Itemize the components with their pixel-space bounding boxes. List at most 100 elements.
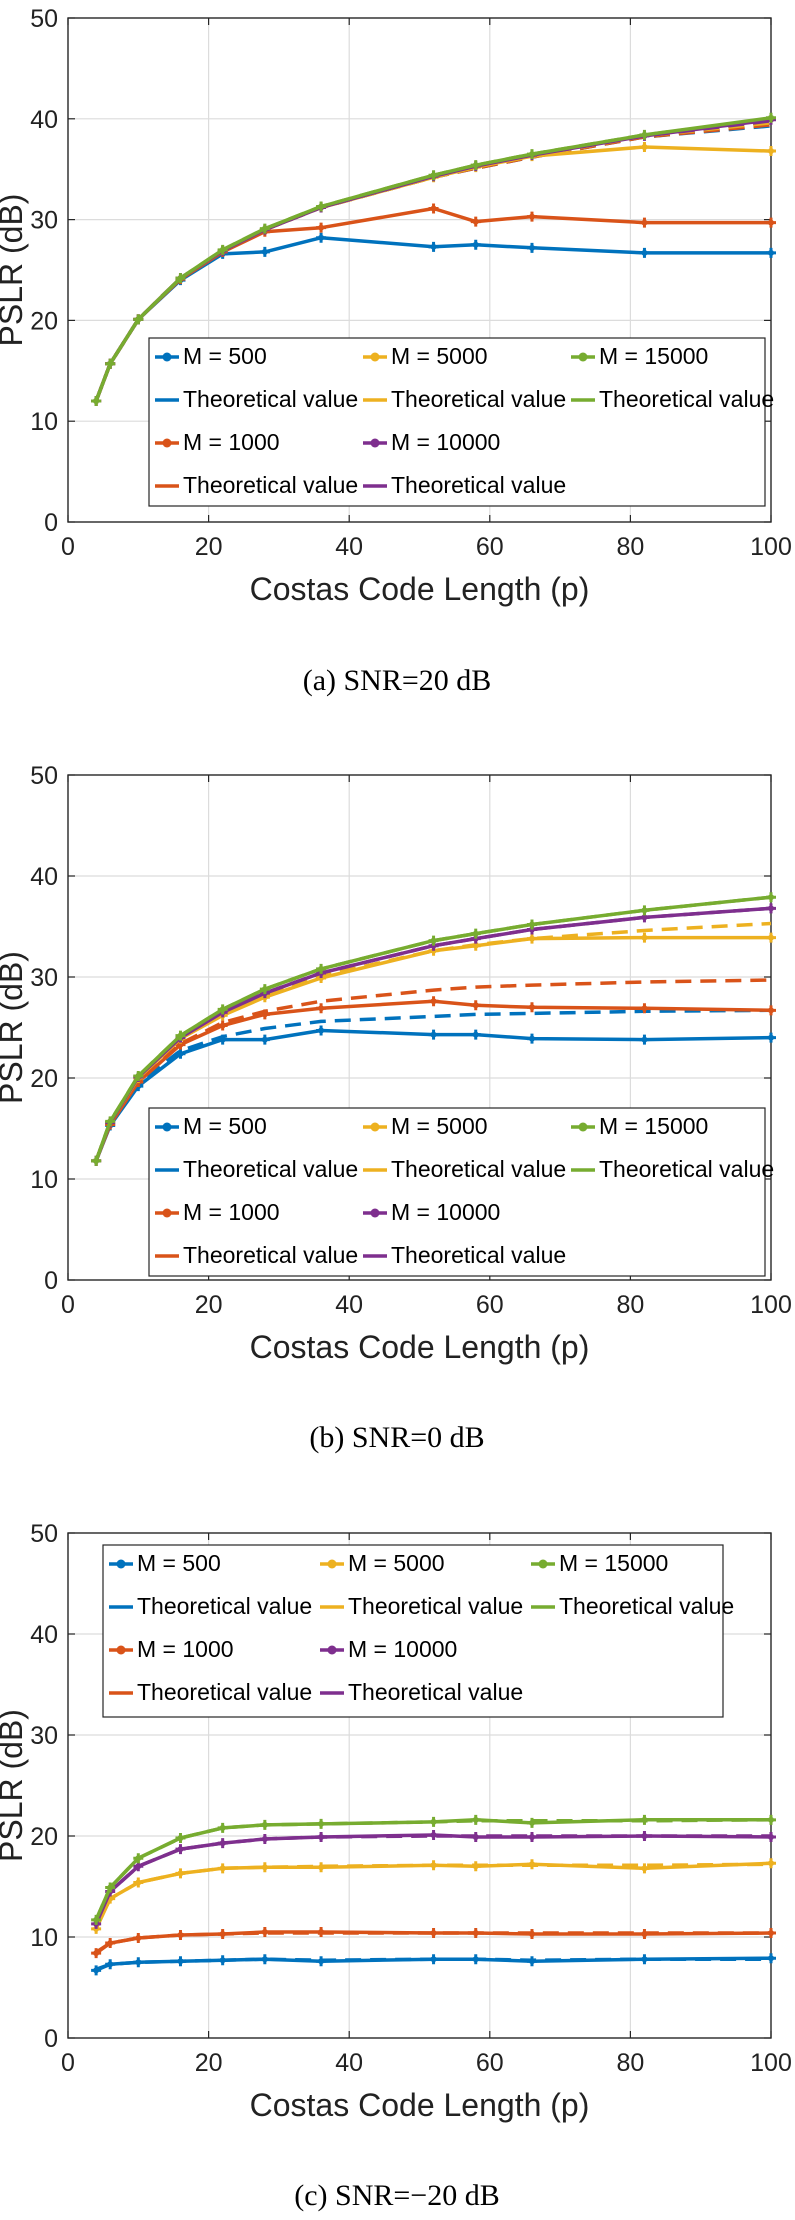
legend-entry-label: Theoretical value — [183, 386, 358, 412]
y-tick-label: 30 — [30, 964, 58, 992]
data-point-dot — [430, 937, 437, 944]
data-point-dot — [528, 1819, 535, 1826]
data-point-dot — [219, 1824, 226, 1831]
data-point-dot — [528, 1035, 535, 1042]
y-tick-label: 20 — [30, 1823, 58, 1851]
data-point-dot — [528, 244, 535, 251]
data-point-dot — [219, 1865, 226, 1872]
legend-marker — [162, 1208, 172, 1218]
x-tick-label: 80 — [616, 1291, 644, 1319]
legend-entry-label: M = 10000 — [348, 1636, 457, 1662]
data-point-dot — [768, 905, 774, 912]
legend-marker — [327, 1645, 337, 1655]
legend-marker — [116, 1645, 126, 1655]
data-point-dot — [768, 1816, 774, 1823]
legend-entry-label: Theoretical value — [183, 472, 358, 498]
data-point-dot — [430, 205, 437, 212]
data-point-dot — [430, 243, 437, 250]
legend-entry-label: M = 1000 — [183, 1199, 280, 1225]
data-point-dot — [93, 1950, 100, 1957]
y-axis-label: PSLR (dB) — [0, 951, 29, 1104]
legend: M = 500 Theoretical value M = 1000 Theoreti… — [148, 337, 774, 507]
series-line-3 — [94, 999, 772, 1162]
data-point-dot — [177, 1958, 184, 1965]
legend-entry-label: M = 1000 — [137, 1636, 234, 1662]
legend-entry-label: Theoretical value — [137, 1679, 312, 1705]
y-tick-label: 0 — [44, 509, 58, 537]
data-point-dot — [93, 398, 100, 405]
data-point-dot — [528, 151, 535, 158]
data-point-dot — [768, 114, 774, 121]
chart-panel-1: 0 20 40 60 80 100 0 10 20 30 40 50 Costas Code Lengt… — [0, 5, 792, 607]
x-tick-label: 100 — [750, 1291, 792, 1319]
data-point-dot — [135, 1863, 142, 1870]
legend: M = 500 Theoretical value M = 1000 Theoreti… — [148, 1107, 774, 1277]
data-point-dot — [472, 1834, 479, 1841]
legend-entry-label: M = 500 — [183, 343, 267, 369]
data-point-dot — [528, 1834, 535, 1841]
y-tick-label: 30 — [30, 207, 58, 235]
legend-entry-label: M = 15000 — [599, 343, 708, 369]
y-axis-label: PSLR (dB) — [0, 1709, 29, 1862]
legend-marker — [578, 352, 588, 362]
legend-entry-label: Theoretical value — [137, 1593, 312, 1619]
data-point-dot — [528, 1004, 535, 1011]
data-point-dot — [107, 1961, 114, 1968]
caption-c: (c) SNR=−20 dB — [294, 2179, 500, 2212]
series-line-6 — [94, 1862, 772, 1929]
data-point-dot — [261, 1956, 268, 1963]
y-tick-label: 0 — [44, 1267, 58, 1295]
legend-marker — [370, 438, 380, 448]
data-point-dot — [135, 1072, 142, 1079]
data-point-dot — [318, 1958, 325, 1965]
data-point-dot — [261, 1821, 268, 1828]
data-point-dot — [641, 1833, 648, 1839]
plot-frame — [67, 17, 772, 523]
data-point-dot — [768, 1034, 774, 1041]
data-point-dot — [219, 1840, 226, 1847]
legend-entry-label: M = 5000 — [391, 1113, 488, 1139]
data-point-dot — [177, 1846, 184, 1853]
data-point-dot — [641, 219, 648, 226]
data-point-dot — [768, 1860, 774, 1867]
data-point-dot — [768, 148, 774, 155]
y-tick-label: 40 — [30, 863, 58, 891]
data-point-dot — [318, 1027, 325, 1034]
legend: M = 500 Theoretical value M = 1000 Theoreti… — [102, 1544, 734, 1718]
legend-box — [102, 1544, 724, 1718]
data-point-dot — [135, 1879, 142, 1886]
data-point-dot — [641, 934, 648, 941]
y-tick-label: 40 — [30, 1621, 58, 1649]
y-tick-label: 30 — [30, 1722, 58, 1750]
y-tick-label: 50 — [30, 1520, 58, 1548]
legend-entry-label: M = 500 — [137, 1550, 221, 1576]
data-point-dot — [219, 246, 226, 253]
legend-marker — [162, 352, 172, 362]
y-axis-label: PSLR (dB) — [0, 194, 29, 347]
data-point-dot — [528, 921, 535, 928]
data-point-dot — [177, 1032, 184, 1039]
legend-entry-label: M = 500 — [183, 1113, 267, 1139]
data-point-dot — [472, 1929, 479, 1936]
y-tick-label: 10 — [30, 408, 58, 436]
data-point-dot — [528, 935, 535, 942]
legend-entry-label: Theoretical value — [348, 1593, 523, 1619]
data-point-dot — [135, 1935, 142, 1942]
data-point-dot — [219, 1930, 226, 1937]
legend-entry-label: M = 10000 — [391, 429, 500, 455]
data-point-dot — [430, 1956, 437, 1963]
legend-marker — [370, 1122, 380, 1132]
legend-entry-label: M = 15000 — [559, 1550, 668, 1576]
x-tick-label: 100 — [750, 2049, 792, 2077]
x-axis-label: Costas Code Length (p) — [250, 2087, 590, 2123]
legend-entry-label: Theoretical value — [183, 1242, 358, 1268]
data-point-dot — [472, 1863, 479, 1870]
y-tick-label: 10 — [30, 1166, 58, 1194]
data-point-dot — [219, 1036, 226, 1043]
legend-entry-label: Theoretical value — [183, 1156, 358, 1182]
x-tick-label: 40 — [335, 2049, 363, 2077]
caption-a: (a) SNR=20 dB — [303, 664, 492, 697]
x-tick-label: 60 — [476, 2049, 504, 2077]
legend-entry-label: M = 10000 — [391, 1199, 500, 1225]
